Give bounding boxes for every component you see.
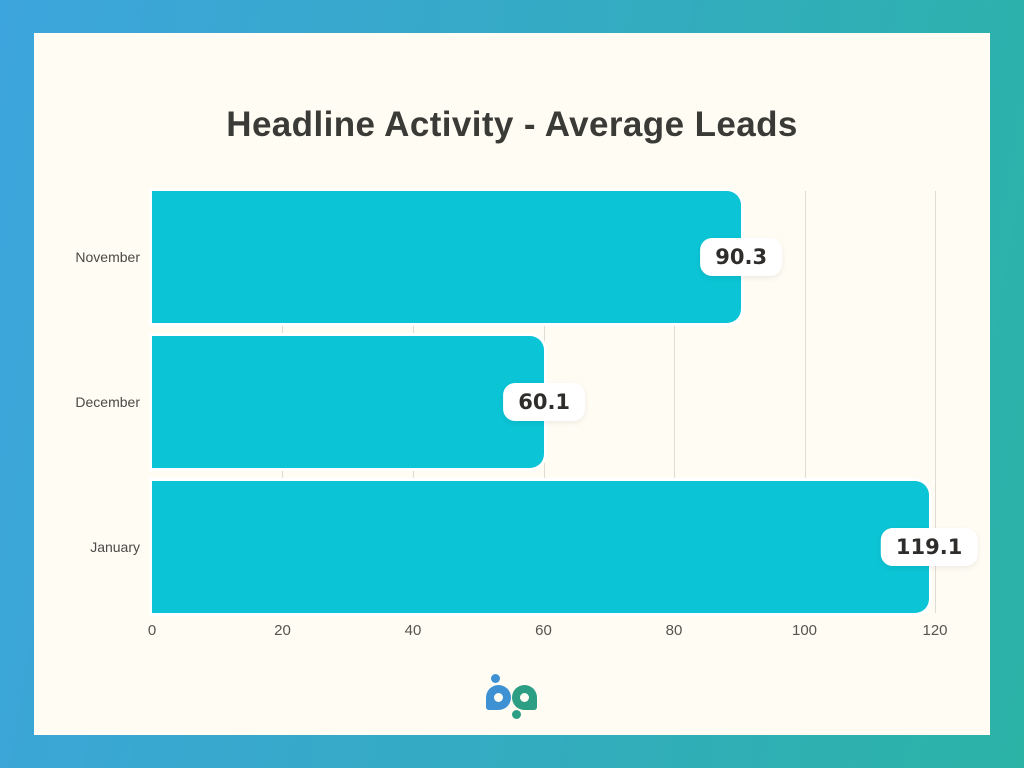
x-tick-label: 100 xyxy=(791,622,818,639)
bar-row: January 119.1 xyxy=(90,481,978,613)
logo-teal-dot-icon xyxy=(512,710,521,719)
logo-letter-b-icon xyxy=(486,685,511,710)
bp-logo xyxy=(486,674,538,719)
bar xyxy=(152,336,545,468)
x-tick-label: 0 xyxy=(147,622,157,639)
gridline xyxy=(804,191,806,613)
logo-letter-p-icon xyxy=(512,685,537,710)
gridline xyxy=(673,191,675,613)
bar-row: December 60.1 xyxy=(75,336,935,468)
plot-area: November 90.3 December 60.1 January 119.1 0 20… xyxy=(75,191,978,639)
x-tick-label: 80 xyxy=(665,622,683,639)
logo-blue-dot-icon xyxy=(491,674,500,683)
x-tick-label: 60 xyxy=(535,622,552,639)
logo-p-hole xyxy=(520,693,529,702)
logo-b-hole xyxy=(494,693,503,702)
value-label-chip: 119.1 xyxy=(880,528,978,566)
gridline xyxy=(935,191,936,613)
bar xyxy=(152,191,742,323)
value-label-chip: 90.3 xyxy=(700,238,783,276)
x-axis: 0 20 40 60 80 100 120 xyxy=(148,613,948,647)
value-label-chip: 60.1 xyxy=(503,383,586,421)
category-label: November xyxy=(75,249,140,265)
category-label: December xyxy=(75,394,140,410)
x-tick-label: 40 xyxy=(404,622,422,639)
bar-row: November 90.3 xyxy=(75,191,935,323)
bars-area: November 90.3 December 60.1 January 119.1 xyxy=(75,191,978,613)
x-tick-label: 20 xyxy=(274,622,291,639)
chart-title: Headline Activity - Average Leads xyxy=(226,105,798,144)
bar xyxy=(152,481,930,613)
x-tick-label: 120 xyxy=(922,622,948,639)
category-label: January xyxy=(90,539,140,555)
chart-card: Headline Activity - Average Leads Novemb… xyxy=(34,33,990,735)
